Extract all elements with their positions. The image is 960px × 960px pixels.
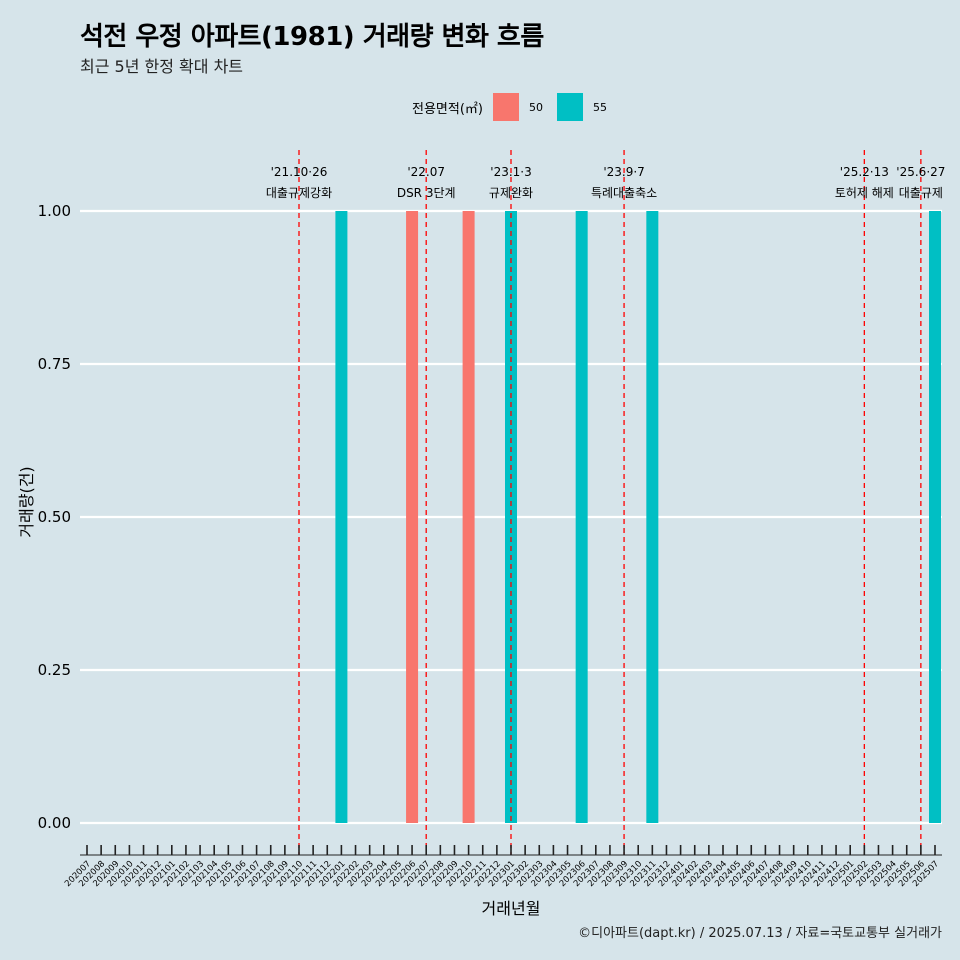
event-date: '21.10·26 <box>271 165 328 179</box>
bar-55-202301 <box>505 211 517 823</box>
y-tick-label: 0.50 <box>38 508 71 526</box>
y-axis-title: 거래량(건) <box>17 466 36 537</box>
legend-key-55: 55 <box>556 93 607 121</box>
y-tick-label: 0.00 <box>38 814 71 832</box>
bars <box>335 211 941 823</box>
event-date: '23.9·7 <box>603 165 644 179</box>
event-label: 특례대출축소 <box>591 186 657 200</box>
event-label: 토허제 해제 <box>835 186 894 200</box>
bar-55-202201 <box>335 211 348 823</box>
chart-subtitle: 최근 5년 한정 확대 차트 <box>80 57 244 76</box>
x-axis: 2020072020082020092020102020112020122021… <box>63 845 942 889</box>
legend-key-50: 50 <box>492 93 543 121</box>
legend-label-50: 50 <box>528 100 543 114</box>
source-caption: ©디아파트(dapt.kr) / 2025.07.13 / 자료=국토교통부 실… <box>578 926 942 941</box>
legend-swatch-55 <box>556 93 583 121</box>
event-date: '23.1·3 <box>490 165 531 179</box>
y-tick-label: 0.75 <box>38 355 71 373</box>
event-label: 규제완화 <box>489 186 533 200</box>
legend-title: 전용면적(㎡) <box>412 101 483 117</box>
legend-swatch-50 <box>492 93 519 121</box>
event-label: DSR 3단계 <box>397 186 456 200</box>
y-tick-label: 1.00 <box>38 202 71 220</box>
y-tick-label: 0.25 <box>38 661 71 679</box>
bar-55-202507 <box>929 211 941 823</box>
event-lines <box>298 150 922 855</box>
chart-title: 석전 우정 아파트(1981) 거래량 변화 흐름 <box>80 22 544 52</box>
bar-50-202210 <box>462 211 475 823</box>
event-date: '25.6·27 <box>896 165 945 179</box>
event-date: '25.2·13 <box>840 165 889 179</box>
x-axis-title: 거래년월 <box>482 899 541 918</box>
event-label: 대출규제 <box>899 186 943 200</box>
event-label: 대출규제강화 <box>266 186 332 200</box>
legend: 전용면적(㎡) 50 55 <box>412 92 621 122</box>
legend-label-55: 55 <box>592 100 607 114</box>
y-axis: 0.00 0.25 0.50 0.75 1.00 <box>38 202 71 832</box>
bar-55-202311 <box>646 211 659 823</box>
event-date: '22.07 <box>407 165 445 179</box>
bar-55-202306 <box>575 211 588 823</box>
event-annotations: '21.10·26 대출규제강화 '22.07 DSR 3단계 '23.1·3 규제완화 '… <box>266 165 946 200</box>
bar-50-202206 <box>406 211 419 823</box>
